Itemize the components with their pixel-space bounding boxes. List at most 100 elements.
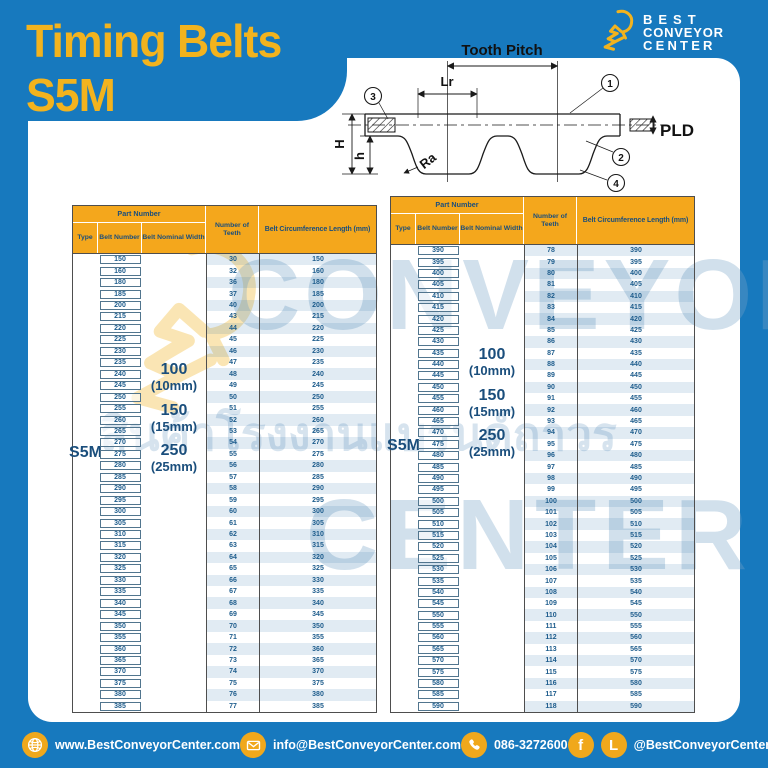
belt-number-cell: 215 [98, 311, 142, 322]
belt-number-cell: 180 [98, 277, 142, 288]
parts-table-right: Part Number Type Belt Number Belt Nomina… [387, 196, 695, 713]
belt-number-cell: 490 [416, 473, 460, 484]
teeth-count-cell: 84 [524, 313, 577, 325]
email-link[interactable]: info@BestConveyorCenter.com [240, 732, 461, 758]
belt-number-cell: 400 [416, 268, 460, 279]
circumference-length-cell: 225 [259, 334, 376, 346]
teeth-count-cell: 104 [524, 541, 577, 553]
ra-label: Ra [417, 149, 440, 172]
circumference-length-cell: 545 [577, 598, 694, 610]
teeth-count-cell: 77 [206, 700, 259, 712]
teeth-count-cell: 67 [206, 586, 259, 598]
belt-number-cell: 365 [98, 655, 142, 666]
belt-number-cell: 220 [98, 323, 142, 334]
table-body: S5M 100 (10mm) 150 (15mm) 250 (25mm) 150 30 150… [69, 254, 376, 712]
teeth-count-cell: 101 [524, 506, 577, 519]
teeth-count-cell: 70 [206, 620, 259, 632]
belt-number-cell: 150 [98, 254, 142, 265]
teeth-count-cell: 106 [524, 563, 577, 576]
belt-number-cell: 290 [98, 483, 142, 494]
callout-4: 4 [579, 169, 626, 193]
belt-number-cell: 460 [416, 404, 460, 415]
teeth-count-cell: 64 [206, 551, 259, 564]
header-type: Type [391, 214, 416, 244]
belt-number-cell: 515 [416, 530, 460, 541]
header-belt-circumference-length: Belt Circumference Length (mm) [582, 216, 689, 224]
teeth-count-cell: 114 [524, 655, 577, 667]
svg-text:2: 2 [618, 153, 624, 164]
belt-number-cell: 250 [98, 391, 142, 402]
belt-number-cell: 555 [416, 621, 460, 632]
circumference-length-cell: 245 [259, 379, 376, 392]
contact-footer: www.BestConveyorCenter.com info@BestConv… [0, 722, 768, 768]
facebook-icon[interactable]: f [567, 732, 594, 758]
belt-number-cell: 535 [416, 575, 460, 586]
circumference-length-cell: 220 [259, 322, 376, 335]
circumference-length-cell: 430 [577, 336, 694, 348]
teeth-count-cell: 50 [206, 391, 259, 403]
website-link[interactable]: www.BestConveyorCenter.com [22, 732, 240, 758]
teeth-count-cell: 55 [206, 448, 259, 461]
teeth-count-cell: 99 [524, 484, 577, 496]
belt-width-option: 150 [478, 386, 506, 404]
circumference-length-cell: 215 [259, 311, 376, 323]
table-header: Part Number Type Belt Number Belt Nomina… [73, 206, 376, 254]
circumference-length-cell: 525 [577, 552, 694, 564]
line-icon[interactable]: L [600, 732, 627, 758]
phone-link[interactable]: 086-3272600 [460, 732, 568, 758]
belt-number-cell: 550 [416, 609, 460, 620]
teeth-count-cell: 60 [206, 505, 259, 518]
svg-text:1: 1 [607, 79, 613, 90]
teeth-count-cell: 100 [524, 495, 577, 507]
header-part-number: Part Number [391, 197, 524, 214]
circumference-length-cell: 540 [577, 586, 694, 599]
belt-number-cell: 525 [416, 553, 460, 564]
belt-number-cell: 265 [98, 426, 142, 437]
teeth-count-cell: 61 [206, 517, 259, 529]
belt-number-cell: 355 [98, 632, 142, 643]
teeth-count-cell: 86 [524, 336, 577, 348]
belt-number-cell: 475 [416, 439, 460, 450]
circumference-length-cell: 345 [259, 608, 376, 621]
circumference-length-cell: 240 [259, 368, 376, 380]
circumference-length-cell: 150 [259, 254, 376, 266]
circumference-length-cell: 185 [259, 288, 376, 300]
belt-number-cell: 510 [416, 518, 460, 529]
circumference-length-cell: 360 [259, 643, 376, 655]
belt-width-option: 250 [478, 427, 506, 445]
belt-width-option: (25mm) [150, 459, 198, 475]
circumference-length-cell: 435 [577, 347, 694, 359]
circumference-length-cell: 445 [577, 370, 694, 382]
teeth-count-cell: 83 [524, 301, 577, 314]
circumference-length-cell: 285 [259, 471, 376, 483]
circumference-length-cell: 490 [577, 472, 694, 485]
belt-number-cell: 585 [416, 689, 460, 700]
circumference-length-cell: 200 [259, 299, 376, 312]
callout-1: 1 [569, 73, 620, 114]
belt-number-cell: 500 [416, 496, 460, 507]
belt-number-cell: 270 [98, 437, 142, 448]
belt-number-cell: 545 [416, 598, 460, 609]
belt-number-cell: 430 [416, 336, 460, 347]
circumference-length-cell: 455 [577, 393, 694, 405]
title-band: Timing Belts S5M [0, 0, 347, 121]
header-number-of-teeth: Number of Teeth [206, 206, 259, 253]
circumference-length-cell: 330 [259, 574, 376, 587]
teeth-count-cell: 52 [206, 414, 259, 426]
teeth-count-cell: 96 [524, 450, 577, 462]
teeth-count-cell: 85 [524, 324, 577, 337]
belt-number-cell: 465 [416, 416, 460, 427]
circumference-length-cell: 450 [577, 381, 694, 394]
circumference-length-cell: 495 [577, 484, 694, 496]
teeth-count-cell: 109 [524, 598, 577, 610]
belt-number-cell: 495 [416, 484, 460, 495]
circumference-length-cell: 400 [577, 267, 694, 280]
teeth-count-cell: 63 [206, 540, 259, 552]
teeth-count-cell: 57 [206, 471, 259, 483]
belt-width-options: 100 (10mm) 150 (15mm) 250 (25mm) [460, 245, 524, 712]
circumference-length-cell: 485 [577, 461, 694, 473]
circumference-length-cell: 365 [259, 654, 376, 667]
social-links[interactable]: f L @BestConveyorCenter [567, 732, 768, 758]
cord-hatch-right [629, 118, 655, 132]
teeth-count-cell: 117 [524, 689, 577, 701]
